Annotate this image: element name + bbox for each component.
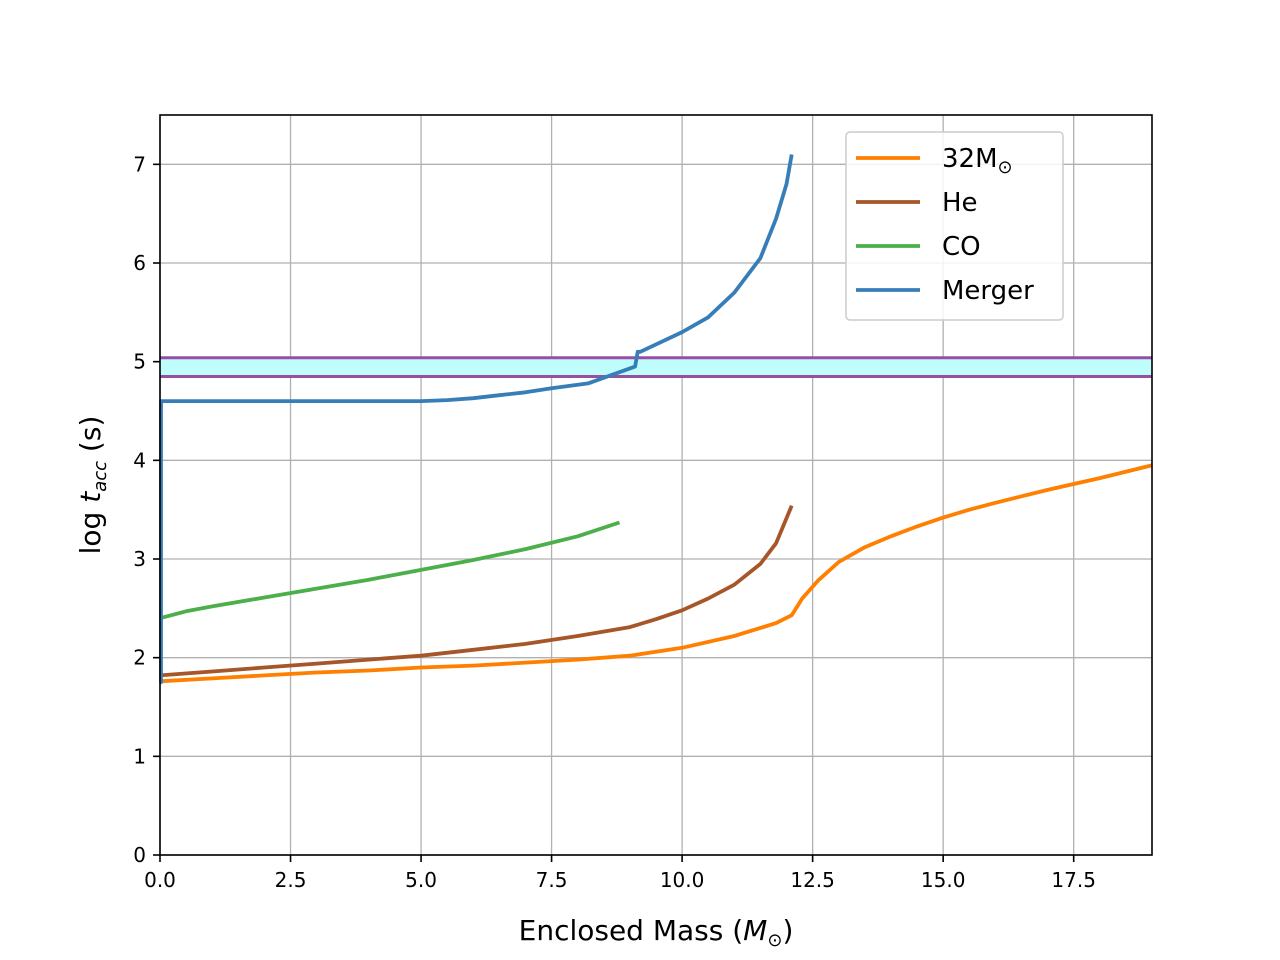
legend-label-merger: Merger: [942, 276, 1034, 306]
y-tick-label: 3: [133, 547, 146, 571]
x-axis-label-symbol: M: [743, 914, 767, 947]
plot-frame: [159, 114, 1153, 856]
legend-label-text: He: [942, 188, 978, 218]
x-axis-label-subscript: ⊙: [767, 930, 782, 951]
legend-label-text: Merger: [942, 276, 1034, 306]
y-axis-label: log tacc (s): [74, 416, 111, 555]
x-tick-label: 17.5: [1051, 868, 1096, 892]
x-axis-label: Enclosed Mass (M⊙): [519, 914, 794, 951]
x-tick-label: 15.0: [921, 868, 966, 892]
axis-ticks: 0.0 2.5 5.0 7.5 10.0 12.5 15.0 17.5 0 1 2 3 4 5 6 7: [133, 152, 1096, 892]
series-line-he: [159, 504, 794, 678]
y-axis-label-prefix: log: [74, 503, 107, 555]
legend-label-subscript: ⊙: [998, 157, 1013, 178]
series-lines: [159, 154, 1153, 685]
legend-box: [845, 131, 1064, 321]
x-tick-label: 10.0: [660, 868, 705, 892]
y-tick-label: 2: [133, 646, 146, 670]
x-axis-label-suffix: ): [782, 914, 793, 947]
y-tick-label: 4: [133, 448, 146, 472]
series-line-32m: [159, 463, 1153, 684]
x-tick-label: 5.0: [405, 868, 437, 892]
x-axis-label-prefix: Enclosed Mass (: [519, 914, 744, 947]
y-tick-label: 0: [133, 843, 146, 867]
x-tick-label: 2.5: [275, 868, 307, 892]
x-tick-label: 0.0: [144, 868, 176, 892]
highlight-band: [160, 356, 1152, 378]
y-tick-label: 7: [133, 152, 146, 176]
series-line-co: [159, 520, 621, 621]
legend-label-text: CO: [942, 232, 981, 262]
y-axis-label-suffix: (s): [74, 416, 107, 461]
y-axis-label-subscript: acc: [90, 461, 111, 492]
x-tick-label: 12.5: [790, 868, 835, 892]
legend: 32M⊙ He CO Merger: [845, 131, 1064, 321]
legend-label-text: 32M: [942, 144, 998, 174]
legend-label-co: CO: [942, 232, 981, 262]
band-fill: [160, 357, 1152, 377]
series-line-merger: [159, 154, 794, 685]
legend-label-he: He: [942, 188, 978, 218]
x-tick-label: 7.5: [536, 868, 568, 892]
y-tick-label: 5: [133, 350, 146, 374]
y-tick-label: 6: [133, 251, 146, 275]
y-axis-label-symbol: t: [74, 491, 107, 503]
y-tick-label: 1: [133, 744, 146, 768]
legend-label-32m: 32M⊙: [942, 144, 1013, 178]
